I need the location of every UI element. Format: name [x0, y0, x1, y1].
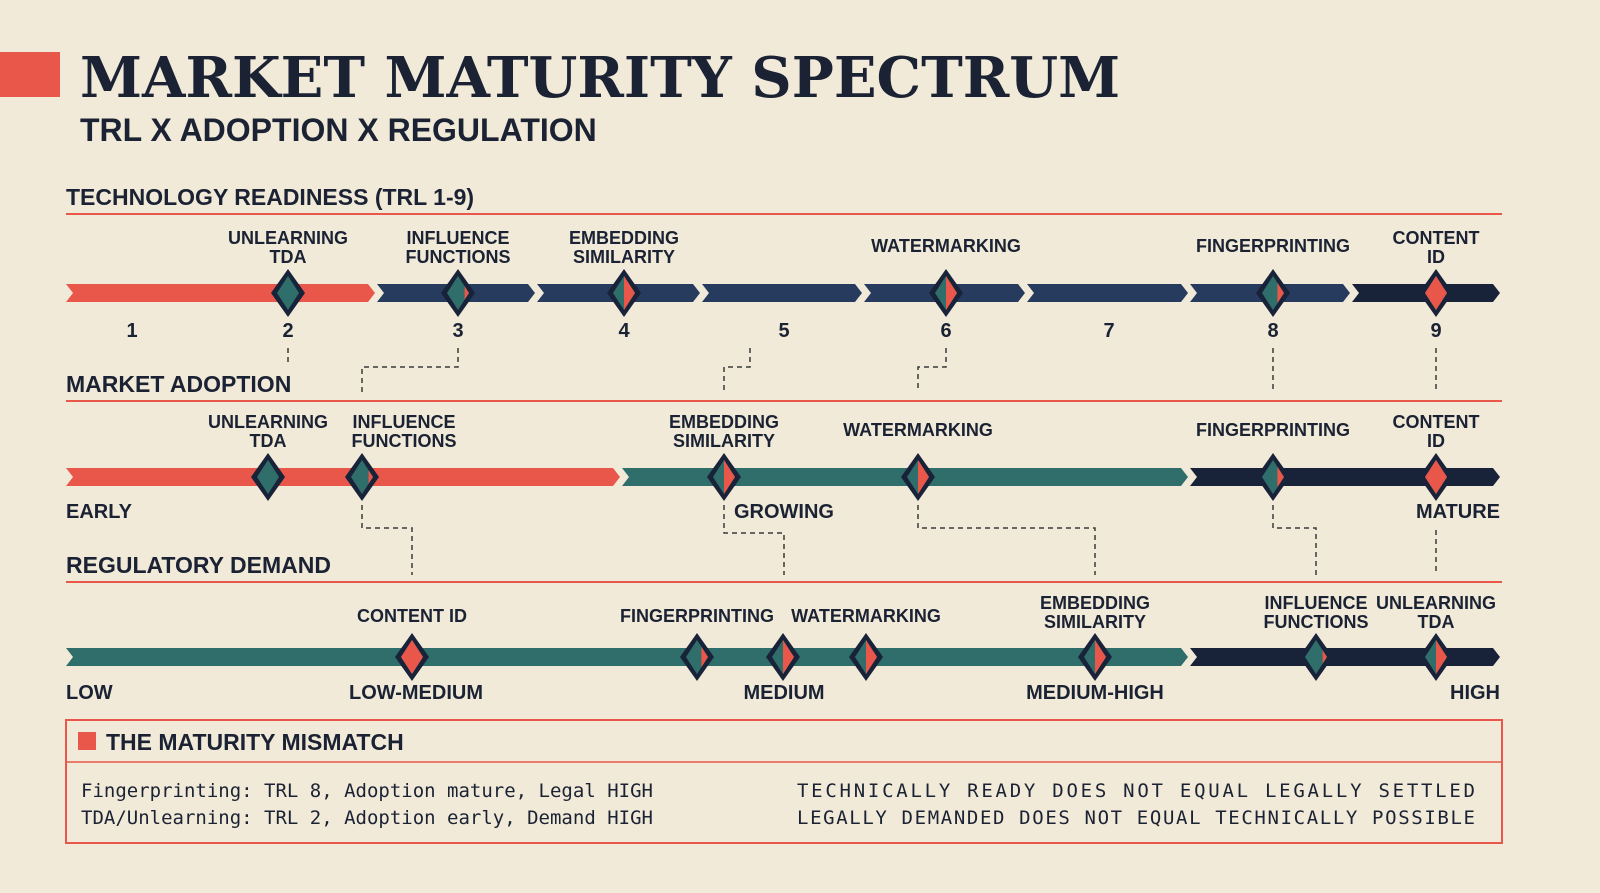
marker-fill-teal — [257, 460, 279, 494]
marker-label: INFLUENCE — [353, 412, 456, 432]
section-heading: TECHNOLOGY READINESS (TRL 1-9) — [66, 184, 474, 210]
dashed-connector — [723, 348, 751, 392]
mismatch-box — [65, 719, 1503, 844]
scale-label: 3 — [452, 320, 463, 342]
marker-label: CONTENT ID — [357, 606, 467, 626]
marker-label: WATERMARKING — [791, 606, 941, 626]
scale-label: 6 — [940, 320, 951, 342]
marker-label: SIMILARITY — [673, 431, 775, 451]
marker-fill-red — [724, 460, 735, 494]
marker-label: EMBEDDING — [569, 228, 679, 248]
scale-label: 2 — [282, 320, 293, 342]
scale-label: 5 — [778, 320, 789, 342]
marker-label: FINGERPRINTING — [1196, 236, 1350, 256]
marker-fill-red — [624, 276, 635, 310]
dashed-connector — [361, 505, 413, 575]
marker-fill-teal — [447, 276, 469, 310]
dashed-connector — [723, 505, 785, 575]
marker-label: EMBEDDING — [669, 412, 779, 432]
marker-fill-red — [1277, 466, 1284, 488]
marker-label: WATERMARKING — [871, 236, 1021, 256]
marker-label: CONTENT — [1393, 412, 1480, 432]
scale-label: LOW-MEDIUM — [349, 682, 483, 704]
marker-label: FUNCTIONS — [352, 431, 457, 451]
mismatch-example: TDA/Unlearning: TRL 2, Adoption early, D… — [81, 807, 653, 829]
mismatch-statement: LEGALLY DEMANDED DOES NOT EQUAL TECHNICA… — [797, 807, 1475, 829]
dashed-connector — [917, 505, 1096, 575]
dashed-connector — [917, 348, 947, 392]
mismatch-statement: TECHNICALLY READY DOES NOT EQUAL LEGALLY… — [797, 780, 1475, 802]
mismatch-example: Fingerprinting: TRL 8, Adoption mature, … — [81, 780, 653, 802]
marker-label: UNLEARNING — [208, 412, 328, 432]
marker-fill-teal — [277, 276, 299, 310]
scale-label: 4 — [618, 320, 630, 342]
track-segment — [702, 284, 862, 302]
marker-label: FUNCTIONS — [406, 247, 511, 267]
marker-fill-red — [1425, 276, 1447, 310]
dashed-connector — [1272, 505, 1317, 575]
scale-label: MEDIUM-HIGH — [1026, 682, 1164, 704]
marker-fill-red — [1425, 460, 1447, 494]
marker-label: ID — [1427, 247, 1445, 267]
marker-label: WATERMARKING — [843, 420, 993, 440]
marker-fill-teal — [1305, 640, 1327, 674]
scale-label: MEDIUM — [743, 682, 824, 704]
marker-fill-red — [701, 646, 708, 668]
scale-label: GROWING — [734, 501, 834, 523]
marker-fill-red — [1322, 650, 1327, 664]
marker-label: UNLEARNING — [228, 228, 348, 248]
track-segment — [66, 468, 620, 486]
marker-label: SIMILARITY — [573, 247, 675, 267]
marker-fill-red — [783, 640, 794, 674]
marker-fill-red — [1095, 640, 1106, 674]
marker-label: ID — [1427, 431, 1445, 451]
marker-label: CONTENT — [1393, 228, 1480, 248]
marker-fill-red — [918, 460, 929, 494]
track-segment — [1190, 648, 1500, 666]
scale-label: 1 — [126, 320, 137, 342]
marker-label: FINGERPRINTING — [1196, 420, 1350, 440]
marker-fill-teal — [351, 460, 373, 494]
marker-label: EMBEDDING — [1040, 593, 1150, 613]
scale-label: 9 — [1430, 320, 1441, 342]
marker-fill-red — [368, 470, 373, 484]
section-heading: REGULATORY DEMAND — [66, 552, 331, 578]
scale-label: MATURE — [1416, 501, 1500, 523]
marker-fill-red — [1436, 640, 1447, 674]
track-segment — [66, 284, 375, 302]
marker-label: INFLUENCE — [1265, 593, 1368, 613]
scale-label: 8 — [1267, 320, 1278, 342]
marker-label: UNLEARNING — [1376, 593, 1496, 613]
scale-label: HIGH — [1450, 682, 1500, 704]
marker-label: INFLUENCE — [407, 228, 510, 248]
marker-label: TDA — [250, 431, 287, 451]
mismatch-square-icon — [78, 732, 96, 750]
marker-label: TDA — [270, 247, 307, 267]
marker-label: FINGERPRINTING — [620, 606, 774, 626]
marker-fill-red — [946, 276, 957, 310]
track-segment — [1027, 284, 1188, 302]
scale-label: LOW — [66, 682, 113, 704]
section-heading: MARKET ADOPTION — [66, 371, 291, 397]
mismatch-heading: THE MATURITY MISMATCH — [106, 729, 404, 755]
page-title: MARKET MATURITY SPECTRUM — [80, 45, 1120, 111]
marker-label: SIMILARITY — [1044, 612, 1146, 632]
page-subtitle: TRL X ADOPTION X REGULATION — [80, 112, 597, 148]
marker-fill-red — [464, 286, 469, 300]
scale-label: EARLY — [66, 501, 133, 523]
marker-label: TDA — [1418, 612, 1455, 632]
track-segment — [66, 648, 1188, 666]
track-segment — [1190, 468, 1500, 486]
marker-fill-red — [866, 640, 877, 674]
dashed-connector — [361, 348, 459, 392]
marker-fill-red — [401, 640, 423, 674]
marker-label: FUNCTIONS — [1264, 612, 1369, 632]
title-accent-bar — [0, 52, 60, 97]
scale-label: 7 — [1103, 320, 1114, 342]
marker-fill-red — [1277, 282, 1284, 304]
